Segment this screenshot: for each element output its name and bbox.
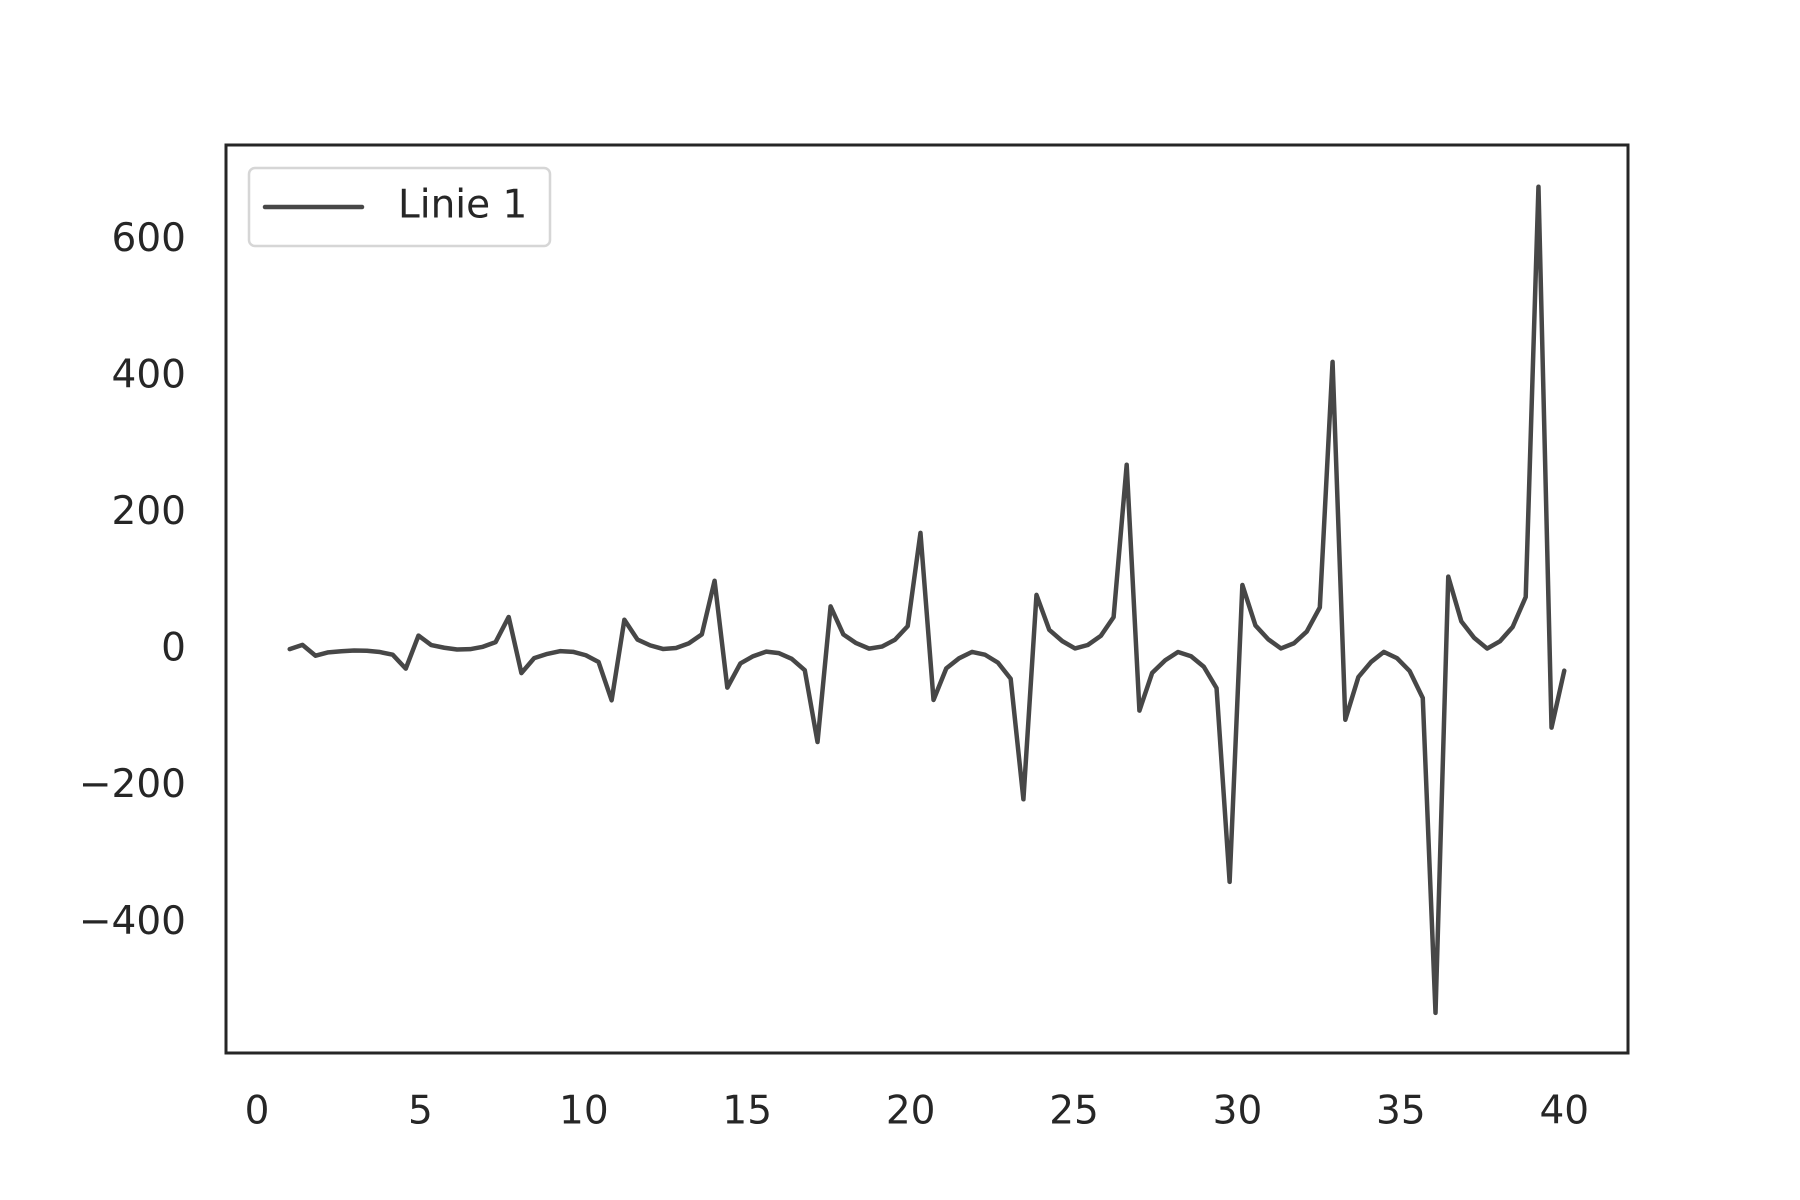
legend-box bbox=[247, 166, 552, 248]
legend-label: Linie 1 bbox=[398, 183, 527, 228]
y-tick-label: −400 bbox=[79, 899, 186, 944]
y-tick-label: 600 bbox=[112, 216, 186, 261]
y-tick-label: 0 bbox=[161, 626, 186, 671]
axes-frame bbox=[224, 143, 1630, 1055]
x-tick-label: 35 bbox=[1376, 1089, 1426, 1134]
x-tick-label: 15 bbox=[722, 1089, 772, 1134]
y-tick-label: 200 bbox=[112, 489, 186, 534]
data-line bbox=[287, 184, 1567, 1016]
x-tick-label: 20 bbox=[886, 1089, 936, 1134]
x-tick-label: 5 bbox=[408, 1089, 433, 1134]
x-tick-label: 30 bbox=[1213, 1089, 1263, 1134]
x-tick-label: 0 bbox=[245, 1089, 270, 1134]
x-tick-label: 40 bbox=[1539, 1089, 1589, 1134]
x-tick-label: 25 bbox=[1049, 1089, 1099, 1134]
x-tick-label: 10 bbox=[559, 1089, 609, 1134]
y-tick-label: −200 bbox=[79, 762, 186, 807]
y-tick-label: 400 bbox=[112, 353, 186, 398]
